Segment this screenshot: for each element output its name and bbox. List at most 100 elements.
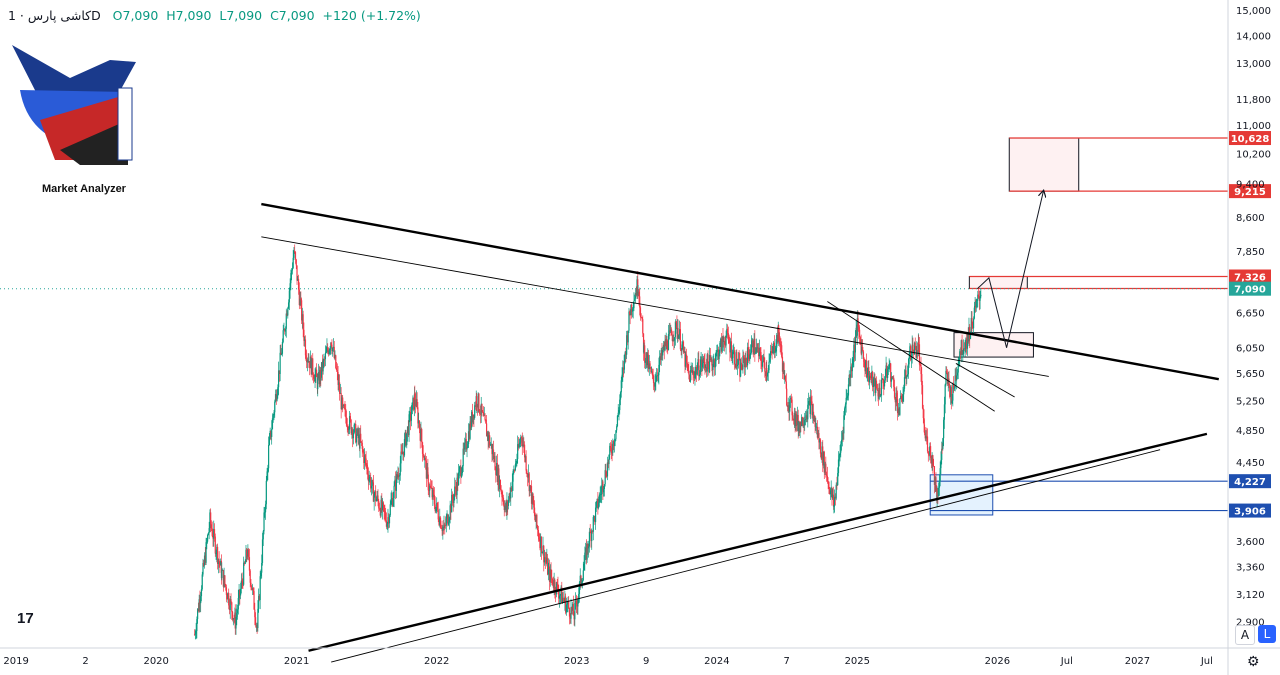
candle-body (245, 549, 247, 563)
candle-body (667, 334, 670, 351)
candle-body (910, 346, 912, 360)
candle-body (403, 438, 406, 456)
candle-body (796, 414, 799, 426)
candle-body (260, 572, 262, 577)
candle-body (792, 418, 795, 421)
candle-body (332, 348, 334, 352)
candle-body (864, 361, 866, 372)
candle-body (561, 597, 564, 604)
candle-body (619, 392, 622, 400)
candle-body (460, 466, 462, 477)
candle-body (444, 524, 446, 526)
candle-body (513, 469, 515, 472)
candle-body (581, 580, 584, 583)
candle-body (395, 474, 398, 491)
candle-body (961, 340, 963, 355)
candle-body (778, 332, 780, 344)
candle-body (640, 317, 642, 318)
candle-body (690, 370, 692, 371)
x-tick-label: 2022 (424, 656, 449, 667)
candle-body (898, 408, 900, 415)
candle-body (769, 351, 772, 358)
candle-body (523, 444, 526, 458)
log-scale-button[interactable]: L (1258, 625, 1276, 643)
candle-body (497, 468, 499, 482)
candle-body (802, 424, 804, 426)
candle-body (469, 421, 471, 439)
candle-body (744, 358, 746, 368)
candle-body (563, 599, 565, 603)
candle-body (457, 477, 459, 486)
candle-body (457, 472, 460, 486)
candle-body (375, 499, 378, 502)
auto-scale-button[interactable]: A (1235, 625, 1255, 645)
candle-body (848, 374, 850, 385)
candle-body (702, 362, 704, 368)
candle-body (769, 357, 771, 362)
candle-body (436, 502, 438, 507)
candle-body (660, 350, 662, 361)
candle-body (500, 489, 502, 492)
candle-body (707, 354, 709, 364)
candle-body (492, 449, 494, 455)
symbol-label[interactable]: کاشی پارس · 1D (8, 8, 101, 23)
candle-body (367, 466, 369, 475)
candle-body (637, 279, 639, 293)
candle-body (962, 353, 964, 355)
candle-body (479, 410, 481, 415)
candle-body (970, 317, 972, 333)
candle-body (538, 537, 540, 540)
candle-body (611, 452, 613, 454)
candle-body (674, 321, 676, 338)
candle-body (743, 357, 746, 368)
candle-body (422, 453, 424, 457)
candle-body (855, 327, 857, 337)
candle-body (887, 369, 889, 379)
candle-body (658, 364, 660, 376)
logo-dark-stripes (60, 120, 128, 165)
candle-body (933, 466, 935, 467)
candle-body (752, 340, 754, 353)
candle-body (935, 477, 937, 492)
candle-body (411, 402, 413, 415)
candle-body (703, 357, 705, 362)
candle-body (763, 356, 765, 363)
candle-body (576, 604, 578, 607)
candle-body (688, 374, 691, 382)
candle-body (612, 440, 614, 453)
candle-body (801, 417, 804, 426)
candle-body (738, 358, 740, 360)
candle-body (887, 367, 889, 370)
candle-body (202, 563, 204, 575)
candle-body (734, 364, 736, 368)
y-tick-label: 5,650 (1236, 369, 1265, 380)
candle-body (872, 379, 875, 388)
candle-body (633, 300, 635, 309)
candle-body (622, 367, 625, 370)
candle-body (966, 338, 968, 349)
candle-body (627, 330, 629, 343)
candle-body (971, 317, 973, 326)
candle-body (818, 433, 820, 443)
tradingview-logo-icon[interactable]: 17 (17, 610, 34, 627)
candle-body (705, 367, 707, 369)
projection-path (977, 191, 1043, 348)
candle-body (969, 332, 972, 339)
candle-body (842, 432, 844, 434)
candle-body (558, 591, 560, 599)
candle-body (481, 403, 483, 412)
candle-body (786, 405, 789, 407)
candle-body (662, 350, 664, 356)
candle-body (706, 354, 708, 372)
settings-gear-icon[interactable]: ⚙ (1247, 653, 1260, 669)
candle-body (610, 447, 612, 453)
candle-body (568, 601, 570, 609)
candle-body (517, 444, 520, 448)
candle-body (655, 375, 658, 382)
candle-body (501, 491, 503, 498)
candle-body (402, 451, 404, 455)
y-tick-label: 10,200 (1236, 149, 1271, 160)
candle-body (255, 624, 257, 626)
candle-body (213, 529, 216, 537)
